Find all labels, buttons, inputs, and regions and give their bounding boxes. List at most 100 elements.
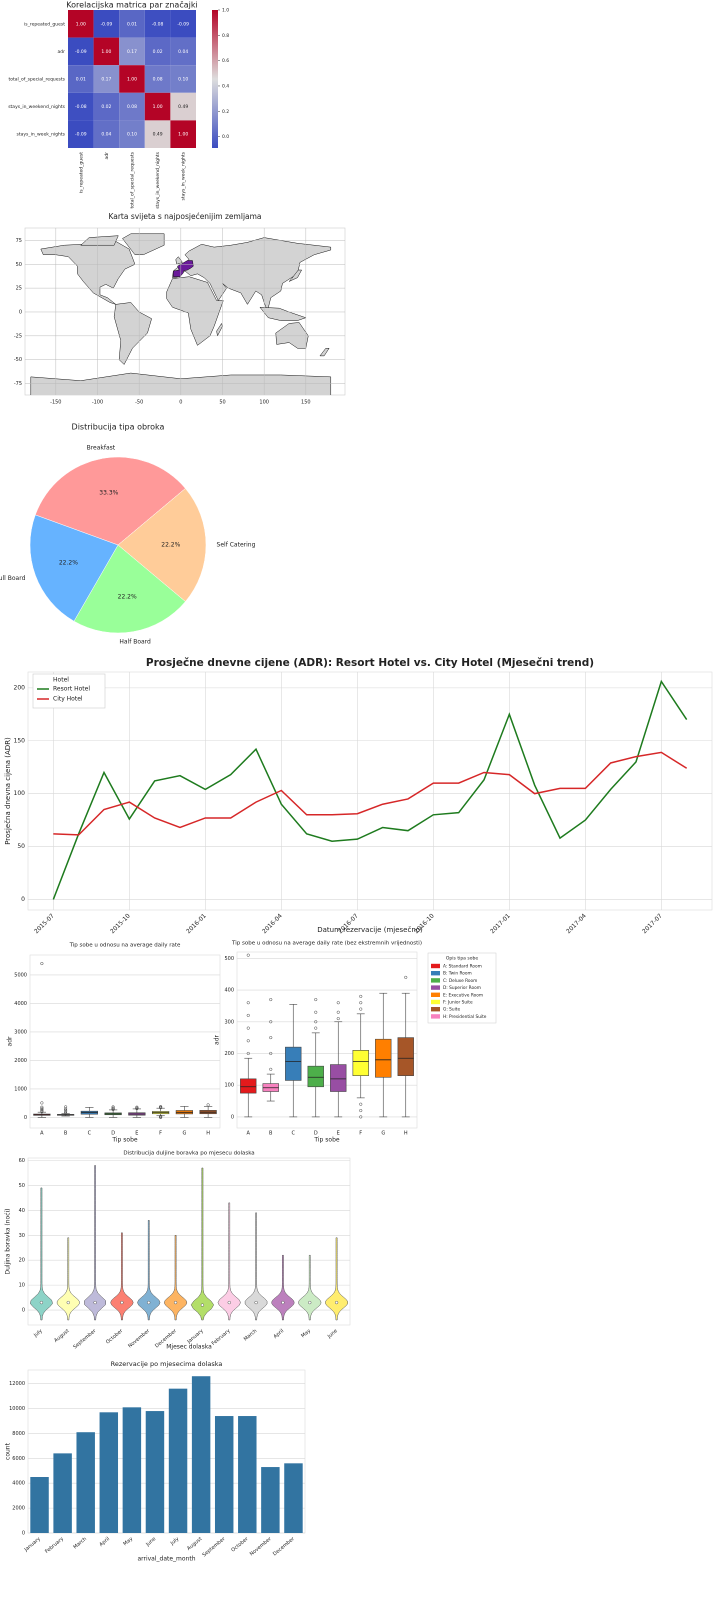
x-tick-label: November <box>127 1327 152 1349</box>
legend-swatch <box>431 1014 440 1019</box>
x-tick-label: 50 <box>219 400 225 406</box>
y-tick-label: 75 <box>16 238 22 244</box>
legend-label: E: Executive Room <box>443 992 483 998</box>
x-tick-label: June <box>326 1328 339 1340</box>
outlier <box>40 1109 44 1113</box>
x-tick-label: total_of_special_requests <box>130 151 136 208</box>
x-tick-label: E <box>135 1131 138 1137</box>
y-tick-label: 12000 <box>9 1381 25 1387</box>
x-tick-label: E <box>337 1131 340 1137</box>
outlier <box>269 1051 273 1056</box>
indonesia <box>260 307 306 320</box>
outlier <box>269 1036 273 1040</box>
legend-label: D: Superior Room <box>443 985 481 991</box>
violin <box>271 1254 295 1321</box>
y-tick-label: 40 <box>19 1208 25 1214</box>
x-tick-label: -150 <box>50 400 61 406</box>
x-tick-label: A <box>40 1131 44 1137</box>
heatmap-cell <box>119 65 145 93</box>
heatmap-cell <box>170 37 196 66</box>
heatmap-cell <box>119 37 145 66</box>
outlier <box>64 1108 68 1112</box>
legend-box <box>32 673 106 709</box>
cell-label: 0.04 <box>101 132 111 138</box>
violin <box>110 1232 134 1321</box>
y-tick-label: stays_in_weekend_nights <box>8 104 65 110</box>
x-tick-label: adr <box>104 152 110 160</box>
y-tick-label: 50 <box>17 843 25 850</box>
outlier <box>269 998 273 1002</box>
x-tick-label: 2017-01 <box>489 912 512 935</box>
heatmap-cell <box>68 120 94 148</box>
line-series <box>52 679 688 900</box>
x-tick-label: July <box>32 1328 44 1339</box>
x-tick-label: 2016-10 <box>413 912 436 935</box>
legend-label: F: Junior Suite <box>443 1000 473 1006</box>
y-tick-label: 0 <box>22 1308 25 1314</box>
bar <box>238 1416 257 1533</box>
legend-swatch <box>431 985 440 990</box>
violin <box>164 1235 188 1321</box>
outlier <box>40 1101 44 1105</box>
outlier <box>246 1039 250 1043</box>
y-tick-label: 2000 <box>12 1506 25 1512</box>
median-dot <box>281 1300 285 1305</box>
y-tick-label: 5000 <box>14 972 27 978</box>
y-tick-label: adr <box>58 49 66 55</box>
violin <box>244 1212 268 1321</box>
bar <box>99 1412 119 1533</box>
median-dot <box>200 1303 205 1307</box>
heatmap-cell <box>119 120 145 148</box>
y-tick-label: 1000 <box>14 1086 27 1092</box>
x-tick-label: is_repeated_guest <box>78 152 84 193</box>
legend-title: Hotel <box>53 677 69 684</box>
cell-label: 0.04 <box>178 49 188 55</box>
y-tick-label: 0 <box>22 1531 25 1537</box>
colorbar-tick-label: 0.8 <box>222 33 229 39</box>
y-tick-label: -75 <box>14 381 22 387</box>
cell-label: 0.08 <box>127 104 137 110</box>
chart-title: Distribucija duljine boravka po mjesecu … <box>123 1151 254 1157</box>
legend-label: G: Suite <box>443 1007 460 1013</box>
y-tick-label: 60 <box>19 1158 25 1164</box>
x-tick-label: A <box>247 1131 251 1137</box>
x-tick-label: 2015-10 <box>109 912 132 935</box>
x-tick-label: -50 <box>135 400 143 406</box>
heatmap-cell <box>170 120 196 148</box>
legend-swatch <box>431 971 440 976</box>
outlier <box>314 1026 318 1030</box>
x-tick-label: 100 <box>259 400 269 406</box>
heatmap-cell <box>144 10 171 38</box>
x-tick-label: February <box>44 1536 65 1555</box>
x-tick-label: September <box>72 1327 98 1350</box>
x-tick-label: B <box>269 1131 273 1137</box>
outlier <box>206 1103 210 1107</box>
north-america <box>41 240 135 304</box>
y-tick-label: 6000 <box>12 1456 25 1462</box>
x-tick-label: November <box>249 1535 274 1557</box>
x-tick-label: B <box>64 1131 68 1137</box>
cell-label: 1.00 <box>101 49 111 55</box>
bar <box>122 1407 142 1533</box>
x-tick-label: H <box>206 1131 210 1137</box>
slice-label: Self Catering <box>217 542 256 549</box>
outlier <box>359 994 363 998</box>
x-tick-label: December <box>272 1535 296 1557</box>
heatmap-cell <box>93 37 120 66</box>
x-tick-label: G <box>182 1131 186 1137</box>
y-tick-label: 100 <box>14 790 26 797</box>
slice-value-label: 22.2% <box>59 560 78 567</box>
y-tick-label: 4000 <box>12 1481 25 1487</box>
median-dot <box>147 1300 151 1305</box>
outlier <box>111 1106 115 1110</box>
pie-slice <box>117 488 207 602</box>
y-tick-label: 200 <box>14 684 26 691</box>
y-tick-label: 0 <box>24 1115 27 1121</box>
violin <box>298 1254 322 1321</box>
outlier <box>111 1107 115 1111</box>
outlier <box>159 1114 163 1118</box>
box <box>375 1038 392 1078</box>
cell-label: 0.08 <box>153 77 163 83</box>
cell-label: 0.10 <box>178 77 188 83</box>
x-tick-label: May <box>122 1536 134 1547</box>
